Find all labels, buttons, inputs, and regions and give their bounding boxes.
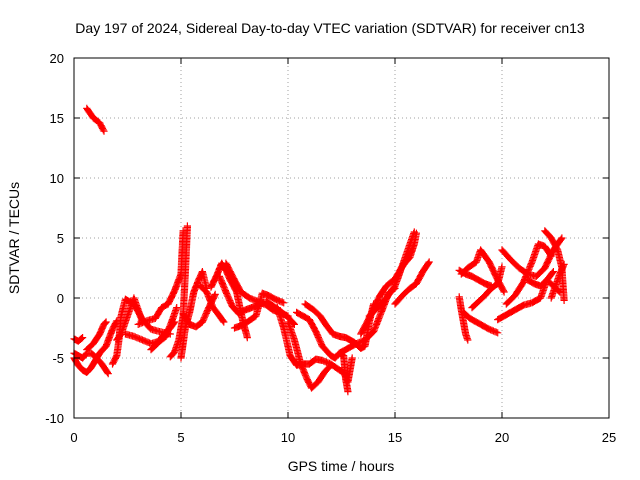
marker-track — [459, 308, 502, 337]
marker-track — [230, 289, 288, 332]
series-t7 — [113, 294, 147, 344]
series-t18 — [230, 289, 288, 332]
series-t32 — [455, 266, 495, 290]
x-tick-label: 0 — [70, 430, 77, 445]
x-tick-label: 5 — [177, 430, 184, 445]
series-t27 — [393, 229, 420, 284]
x-tick-label: 20 — [495, 430, 509, 445]
x-tick-label: 10 — [281, 430, 295, 445]
marker-track — [391, 258, 433, 308]
marker-track — [83, 318, 110, 354]
marker-track — [83, 104, 108, 135]
series-t5 — [83, 318, 110, 354]
y-tick-label: 15 — [50, 111, 64, 126]
y-tick-label: 0 — [57, 291, 64, 306]
y-tick-label: 10 — [50, 171, 64, 186]
y-tick-label: -10 — [45, 411, 64, 426]
x-tick-labels: 0 5 10 15 20 25 — [70, 430, 616, 445]
series-t9 — [134, 227, 187, 328]
y-tick-label: -5 — [52, 351, 64, 366]
marker-track — [134, 227, 187, 328]
marker-track — [468, 263, 506, 312]
y-axis-label: SDTVAR / TECUs — [6, 182, 22, 294]
series-t33 — [494, 268, 557, 324]
x-axis-label: GPS time / hours — [288, 458, 395, 474]
marker-track — [196, 282, 228, 326]
x-tick-label: 25 — [602, 430, 616, 445]
marker-track — [455, 266, 495, 290]
series-t31 — [468, 263, 506, 312]
series-t10 — [147, 318, 179, 354]
series-t38 — [524, 276, 564, 296]
marker-track — [524, 276, 564, 296]
series-t20 — [284, 318, 335, 392]
series-t21 — [293, 308, 352, 396]
axis-tick-marks — [73, 57, 610, 419]
marker-track — [113, 294, 147, 344]
y-tick-label: 5 — [57, 231, 64, 246]
marker-track — [293, 308, 352, 396]
series-t14 — [196, 282, 228, 326]
marker-track — [455, 293, 472, 344]
series-t26 — [391, 258, 433, 308]
series-t30 — [459, 308, 502, 337]
y-tick-labels: -10 -5 0 5 10 15 20 — [45, 51, 64, 426]
data-markers — [70, 104, 568, 396]
x-tick-label: 15 — [388, 430, 402, 445]
marker-track — [147, 318, 179, 354]
series-t1 — [83, 104, 108, 135]
y-tick-label: 20 — [50, 51, 64, 66]
marker-track — [284, 318, 335, 392]
marker-track — [494, 268, 557, 324]
series-t28 — [455, 293, 472, 344]
chart-title: Day 197 of 2024, Sidereal Day-to-day VTE… — [75, 20, 585, 36]
marker-track — [393, 229, 420, 284]
